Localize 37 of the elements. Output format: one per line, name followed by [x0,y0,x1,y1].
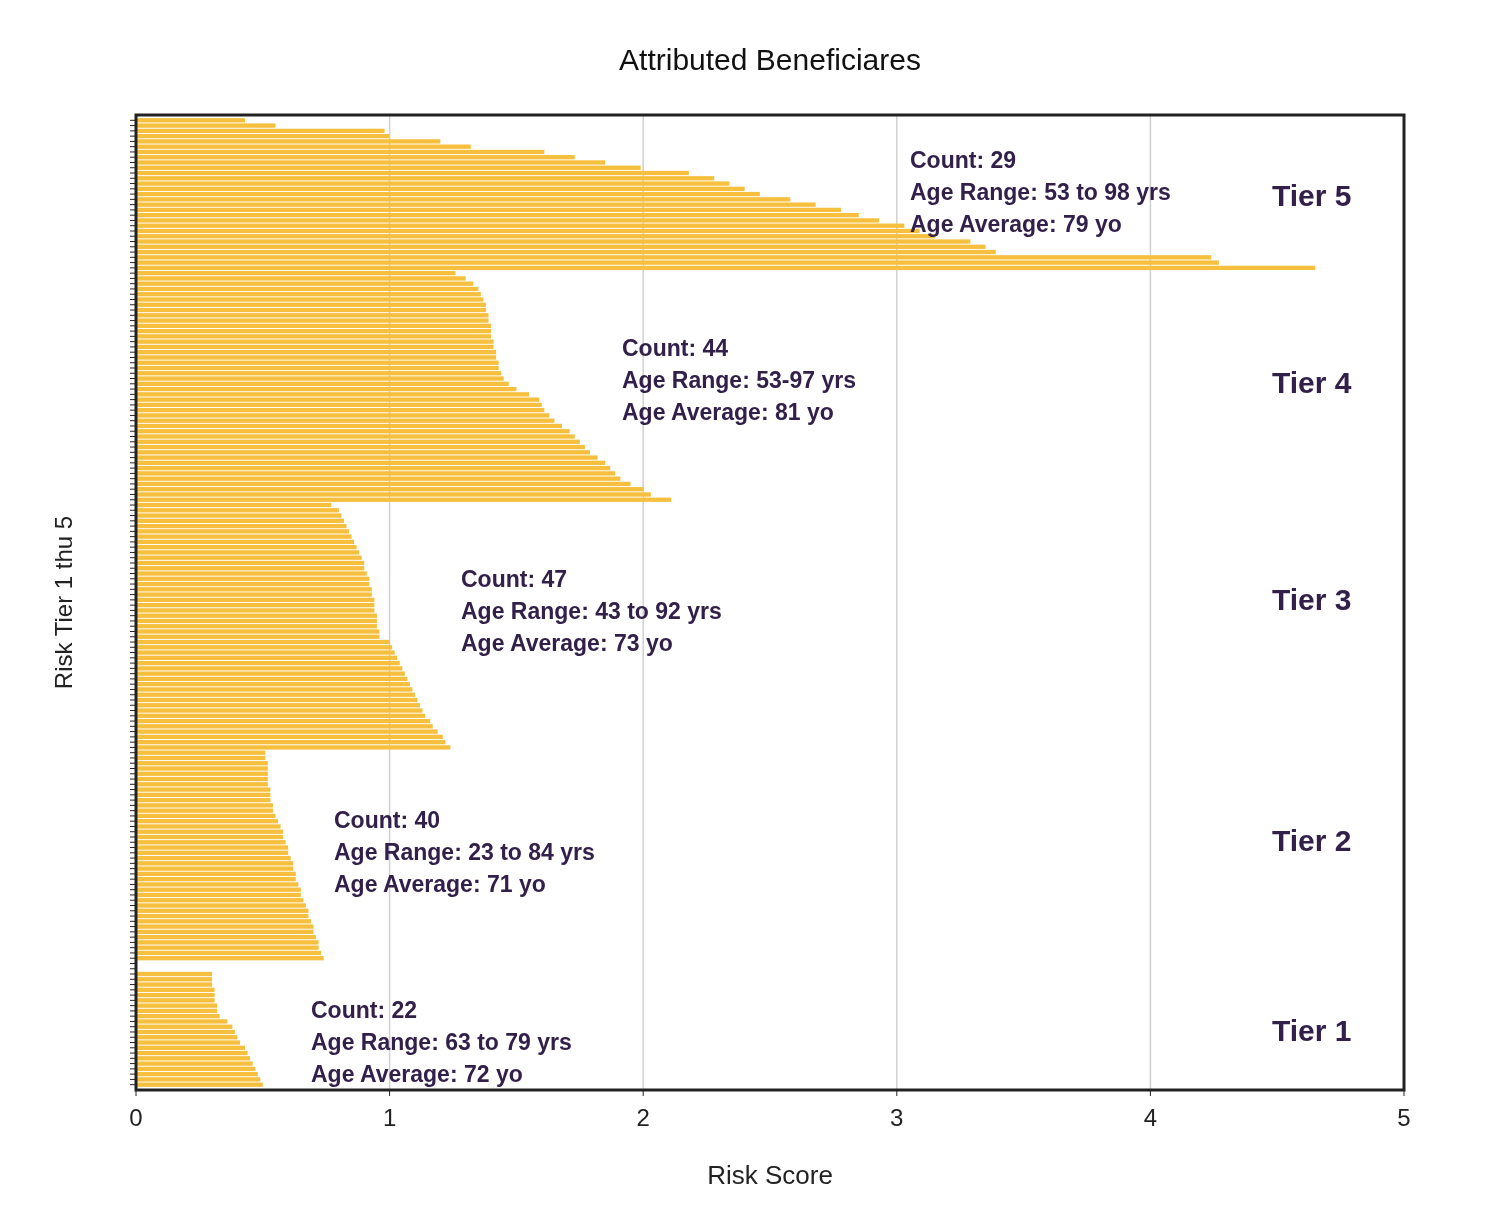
bar [136,950,322,956]
bar [136,618,377,624]
annotation: Count: 47 Age Range: 43 to 92 yrs Age Average: 73 yo [461,565,722,656]
annotation: Count: 22 Age Range: 63 to 79 yrs Age Average: 72 yo [311,996,572,1087]
bar [136,1029,235,1035]
bar [136,365,499,371]
bar [136,834,284,840]
bar [136,718,431,724]
annotation: Tier 3 [1272,582,1352,616]
bar [136,892,301,898]
annotation: Tier 5 [1272,178,1352,212]
x-tick-label: 2 [636,1104,650,1131]
x-tick-label: 1 [382,1104,397,1131]
annotation: Count: 40 Age Range: 23 to 84 yrs Age Average: 71 yo [334,806,595,897]
x-tick-label: 3 [890,1104,904,1131]
bar [136,581,370,587]
bar [136,307,486,313]
bar [136,776,268,782]
bar [136,697,418,703]
x-tick-label: 5 [1397,1104,1411,1131]
annotation: Count: 29 Age Range: 53 to 98 yrs Age Average: 79 yo [910,146,1171,237]
chart-title: Attributed Beneficiares [619,43,921,76]
x-tick-label: 0 [129,1104,143,1131]
annotation: Count: 44 Age Range: 53-97 yrs Age Average: 81 yo [622,334,856,425]
x-axis-title: Risk Score [707,1160,833,1190]
bar [136,639,390,645]
y-axis-title: Risk Tier 1 thu 5 [50,515,77,690]
bar [136,560,365,566]
bar [136,1050,248,1056]
bar [136,755,266,761]
annotation: Tier 2 [1272,823,1352,857]
bar [136,913,309,919]
annotation: Tier 1 [1272,1013,1352,1047]
annotation: Tier 4 [1272,365,1352,399]
bar [136,286,479,292]
bar [136,971,213,977]
x-tick-label: 4 [1143,1104,1158,1131]
